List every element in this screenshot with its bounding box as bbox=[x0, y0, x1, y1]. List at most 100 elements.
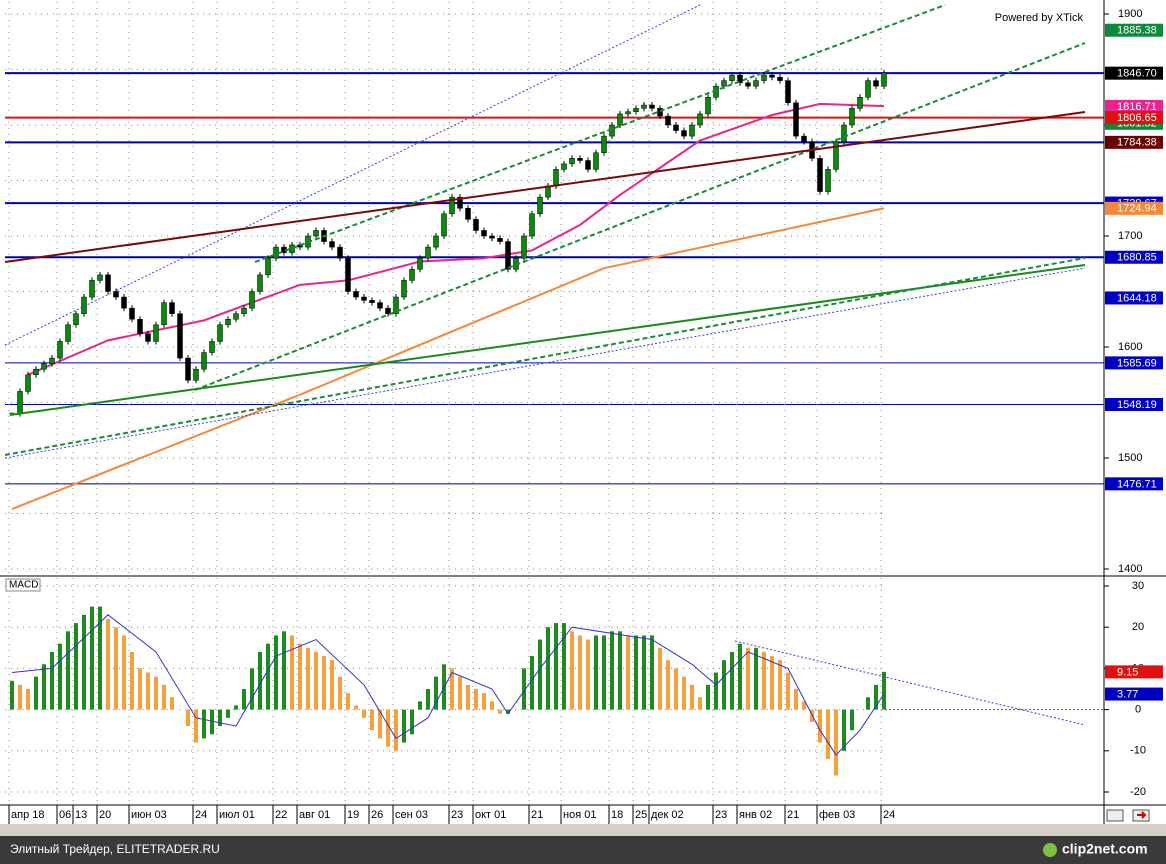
candle bbox=[337, 246, 343, 259]
y-tick-label: 1500 bbox=[1118, 452, 1142, 464]
level-label: 3.77 bbox=[1117, 688, 1138, 700]
powered-by: Powered by XTick bbox=[995, 12, 1084, 24]
x-tick-label: фев 03 bbox=[819, 809, 855, 821]
candle bbox=[833, 141, 839, 170]
histogram-bar bbox=[786, 672, 790, 710]
histogram-bar bbox=[610, 631, 614, 710]
histogram-bar bbox=[314, 651, 318, 710]
x-tick-label: 23 bbox=[715, 809, 727, 821]
x-tick-label: 19 bbox=[347, 809, 359, 821]
histogram-bar bbox=[882, 671, 886, 710]
x-tick-label: янв 02 bbox=[739, 809, 772, 821]
histogram-bar bbox=[818, 709, 822, 743]
x-tick-label: 18 bbox=[611, 809, 623, 821]
histogram-bar bbox=[586, 639, 590, 710]
candle bbox=[409, 269, 415, 281]
candle bbox=[433, 235, 439, 248]
zoom-button[interactable] bbox=[1106, 809, 1124, 822]
candle bbox=[33, 368, 39, 376]
candle bbox=[89, 280, 95, 298]
candle bbox=[841, 124, 847, 142]
histogram-bar bbox=[370, 709, 374, 731]
histogram-bar bbox=[434, 676, 438, 710]
indicator-box bbox=[5, 578, 41, 592]
histogram-bar bbox=[402, 709, 406, 743]
candle bbox=[177, 313, 183, 359]
histogram-bar bbox=[354, 705, 358, 710]
x-tick-label: 23 bbox=[451, 809, 463, 821]
level-box bbox=[1105, 99, 1163, 113]
level-label: 1548.19 bbox=[1117, 399, 1157, 411]
candle bbox=[585, 160, 591, 170]
histogram-bar bbox=[626, 635, 630, 710]
histogram-bar bbox=[58, 643, 62, 710]
histogram-bar bbox=[66, 631, 70, 710]
y-tick-label: -10 bbox=[1130, 745, 1146, 757]
histogram-bar bbox=[698, 697, 702, 710]
candle bbox=[801, 135, 807, 142]
histogram-bar bbox=[26, 689, 30, 710]
status-strip bbox=[0, 824, 1166, 836]
level-label: 1644.18 bbox=[1117, 292, 1157, 304]
candle bbox=[313, 230, 319, 237]
candle bbox=[737, 74, 743, 84]
x-tick-label: июл 01 bbox=[219, 809, 255, 821]
candle bbox=[529, 213, 535, 237]
candle bbox=[777, 77, 783, 81]
candle bbox=[265, 257, 271, 276]
histogram-bar bbox=[482, 693, 486, 710]
histogram-bar bbox=[682, 676, 686, 710]
histogram-bar bbox=[90, 606, 94, 710]
candle bbox=[425, 246, 431, 259]
level-box bbox=[1105, 477, 1163, 491]
indicator-title: MACD bbox=[9, 580, 38, 591]
x-tick-label: 24 bbox=[883, 809, 895, 821]
histogram-bar bbox=[842, 709, 846, 751]
histogram-bar bbox=[386, 709, 390, 747]
histogram-bar bbox=[250, 668, 254, 710]
level-label: 1846.70 bbox=[1117, 68, 1157, 80]
candle bbox=[369, 300, 375, 303]
candle bbox=[721, 80, 727, 87]
histogram-bar bbox=[394, 709, 398, 751]
histogram-bar bbox=[674, 668, 678, 710]
candle bbox=[849, 108, 855, 126]
histogram-bar bbox=[122, 635, 126, 710]
histogram-bar bbox=[498, 709, 502, 714]
candle bbox=[465, 208, 471, 220]
candle bbox=[617, 113, 623, 126]
histogram-bar bbox=[850, 709, 854, 731]
histogram-bar bbox=[234, 705, 238, 710]
candle bbox=[129, 307, 135, 320]
histogram-bar bbox=[778, 660, 782, 710]
x-tick-label: 21 bbox=[531, 809, 543, 821]
trend-lines bbox=[4, 4, 1086, 726]
candle bbox=[825, 169, 831, 192]
histogram-bar bbox=[362, 709, 366, 718]
trend-line bbox=[194, 42, 1086, 391]
histogram-bar bbox=[522, 668, 526, 710]
histogram-bar bbox=[826, 709, 830, 760]
histogram-bar bbox=[690, 684, 694, 710]
level-label: 1680.85 bbox=[1117, 252, 1157, 264]
histogram-bar bbox=[450, 668, 454, 710]
level-box bbox=[1105, 23, 1163, 37]
candle bbox=[729, 74, 735, 81]
histogram-bar bbox=[226, 709, 230, 718]
level-label: 1585.69 bbox=[1117, 357, 1157, 369]
trend-line bbox=[254, 4, 946, 263]
histogram-bar bbox=[834, 709, 838, 776]
histogram-bar bbox=[338, 676, 342, 710]
histogram-bar bbox=[650, 635, 654, 710]
candle bbox=[601, 135, 607, 154]
histogram-bar bbox=[106, 618, 110, 710]
logo-icon bbox=[1043, 843, 1057, 857]
histogram-bar bbox=[722, 660, 726, 710]
trend-line bbox=[4, 4, 701, 346]
candle bbox=[257, 274, 263, 292]
candle bbox=[673, 124, 679, 131]
candle bbox=[217, 324, 223, 342]
candle bbox=[553, 169, 559, 187]
histogram-bar bbox=[170, 697, 174, 710]
